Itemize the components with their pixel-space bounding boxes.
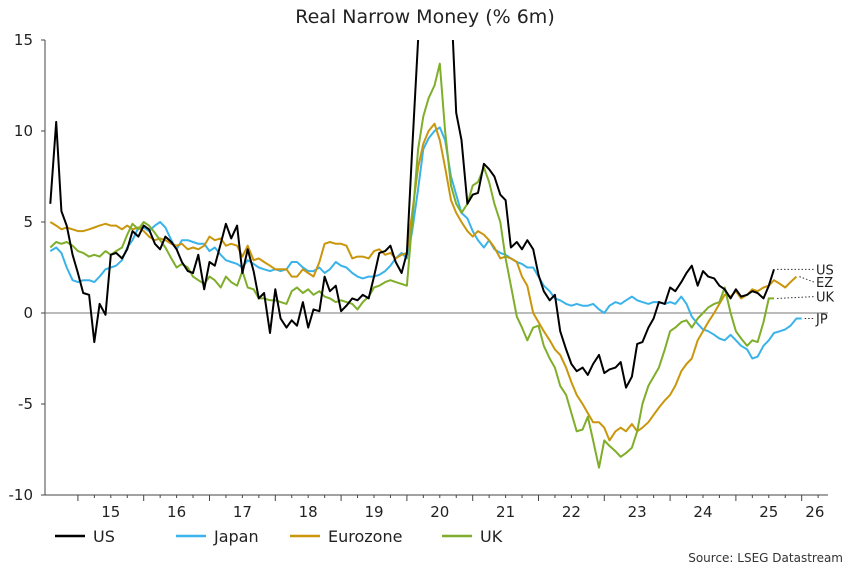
end-label-jp: JP — [815, 312, 828, 327]
series-line-uk — [49, 62, 774, 469]
series-line-us-segment-2 — [451, 39, 775, 389]
x-tick-label: 23 — [628, 503, 647, 521]
series-layer — [49, 39, 802, 469]
y-tick-label: -5 — [18, 395, 33, 413]
source-note: Source: LSEG Datastream — [688, 551, 843, 565]
y-tick-label: 15 — [14, 31, 33, 49]
x-tick-label: 19 — [364, 503, 383, 521]
x-tick-label: 24 — [693, 503, 712, 521]
axes: 15 10 5 0 -5 -10 15 16 17 18 19 20 21 22 23 24 25 26 — [9, 31, 828, 521]
x-tick-label: 21 — [496, 503, 515, 521]
end-label-leader — [799, 276, 815, 283]
end-label-uk: UK — [816, 291, 835, 306]
legend-label-eurozone: Eurozone — [328, 527, 402, 546]
legend-label-uk: UK — [480, 527, 503, 546]
y-tick-label: 0 — [23, 304, 33, 322]
end-label-leader — [777, 296, 815, 299]
x-tick-label: 25 — [759, 503, 778, 521]
x-tick-label: 22 — [562, 503, 581, 521]
end-label-us: US — [816, 263, 834, 278]
y-tick-label: -10 — [9, 486, 34, 504]
series-line-eurozone — [49, 122, 798, 442]
x-tick-label: 15 — [101, 503, 120, 521]
y-tick-label: 5 — [23, 213, 33, 231]
y-tick-label: 10 — [14, 122, 33, 140]
x-tick-label: 16 — [167, 503, 186, 521]
x-tick-label: 26 — [805, 503, 824, 521]
end-label-ez: EZ — [816, 276, 833, 291]
x-tick-label: 18 — [299, 503, 318, 521]
x-tick-label: 17 — [233, 503, 252, 521]
legend-label-us: US — [93, 527, 115, 546]
legend: US Japan Eurozone UK — [55, 527, 503, 546]
x-tick-label: 20 — [430, 503, 449, 521]
legend-label-japan: Japan — [213, 527, 259, 546]
chart-title: Real Narrow Money (% 6m) — [295, 6, 554, 28]
series-line-us — [49, 39, 420, 344]
